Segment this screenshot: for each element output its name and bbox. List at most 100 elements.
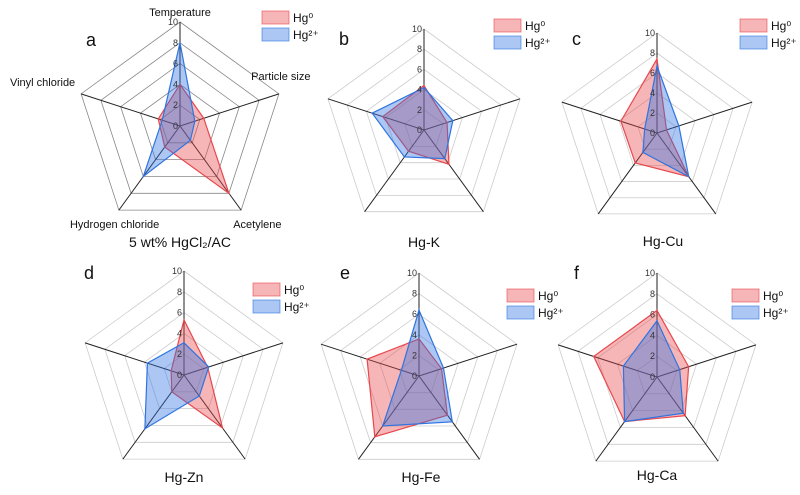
legend-swatch [261, 10, 290, 25]
data-point [448, 163, 450, 166]
grid-ring [636, 355, 678, 395]
data-point [202, 117, 205, 120]
data-point [179, 42, 181, 44]
axis-line [423, 129, 484, 213]
axis-line [656, 376, 719, 462]
grid-ring [100, 42, 260, 194]
data-point [622, 365, 625, 367]
legend-label: Hg²⁺ [763, 306, 789, 320]
data-point [381, 425, 384, 427]
legend-swatch [261, 27, 290, 42]
axis-line [122, 374, 185, 460]
tick-label: 8 [177, 287, 182, 297]
legend-swatch [739, 35, 768, 50]
series-hg2-area [642, 63, 690, 178]
tick-label: 4 [650, 330, 655, 340]
data-point [418, 309, 420, 311]
panel-title: Hg-Ca [637, 467, 678, 483]
axis-line [118, 125, 181, 211]
data-point [678, 125, 680, 127]
data-point [442, 367, 445, 369]
axis-line [597, 132, 658, 215]
series-hg0-area [620, 57, 690, 178]
grid-ring [616, 334, 698, 412]
panel-letter: d [84, 263, 94, 283]
tick-label: 6 [177, 308, 182, 318]
data-point [194, 120, 196, 122]
data-point [170, 370, 172, 372]
series-hg0-area [170, 318, 224, 430]
data-point [183, 319, 185, 321]
data-point [634, 162, 637, 164]
grid-ring [597, 314, 717, 428]
data-point [366, 358, 368, 360]
data-point [592, 355, 595, 358]
panel-letter: c [572, 29, 581, 49]
panel-letter: b [339, 29, 349, 49]
data-point [687, 365, 690, 368]
data-point [374, 436, 376, 438]
radar-panel-e: 0 2 4 6 8 10 Hg-Fe e Hg⁰ Hg²⁺ [320, 263, 564, 485]
legend-label: Hg²⁺ [538, 306, 564, 320]
data-point [418, 338, 420, 340]
grid-ring [359, 313, 479, 427]
axis-line [557, 344, 658, 378]
legend-swatch [739, 18, 768, 33]
tick-label: 2 [650, 108, 655, 118]
tick-label: 10 [172, 266, 182, 276]
data-point [452, 119, 454, 122]
axis-label: Vinyl chloride [10, 77, 75, 89]
tick-label: 10 [168, 17, 178, 27]
tick-label: 4 [412, 330, 417, 340]
axis-line [327, 98, 425, 131]
panel-title: Hg-Fe [402, 469, 441, 485]
axis-line [183, 342, 284, 376]
axis-line [179, 93, 280, 127]
axis-line [84, 342, 185, 376]
tick-label: 4 [177, 328, 182, 338]
grid-ring [163, 353, 205, 393]
data-point [163, 146, 166, 148]
grid-ring [637, 112, 677, 150]
data-point [656, 65, 658, 67]
tick-label: 2 [412, 350, 417, 360]
data-point [642, 151, 644, 154]
axis-line [595, 376, 658, 462]
tick-label: 2 [177, 349, 182, 359]
axis-line [320, 343, 420, 377]
legend-label: Hg⁰ [771, 19, 791, 33]
tick-label: 6 [417, 64, 422, 74]
axis-line [561, 101, 658, 134]
series-hg2-area [371, 86, 454, 160]
tick-label: 6 [412, 309, 417, 319]
radar-panel-b: 0 2 4 6 8 10 Hg-K b Hg⁰ Hg²⁺ [327, 18, 551, 250]
legend-swatch [506, 305, 535, 320]
axis-line [183, 374, 246, 460]
tick-label: 6 [650, 310, 655, 320]
data-point [446, 414, 449, 416]
data-point [161, 119, 163, 122]
axis-label: Acetylene [233, 219, 281, 231]
radar-panel-c: 0 2 4 6 8 10 Hg-Cu c Hg⁰ Hg²⁺ [561, 18, 797, 249]
legend-swatch [252, 299, 281, 314]
series-hg2-area [622, 319, 684, 423]
axis-line [418, 375, 480, 460]
panel-title: 5 wt% HgCl₂/AC [129, 234, 231, 250]
data-point [682, 412, 685, 414]
tick-label: 6 [650, 68, 655, 78]
grid-ring [618, 92, 696, 166]
data-point [189, 139, 192, 142]
tick-label: 0 [177, 370, 182, 380]
legend-label: Hg⁰ [525, 19, 545, 33]
legend-label: Hg⁰ [284, 283, 304, 297]
grid-ring [159, 104, 201, 144]
data-point [221, 427, 224, 429]
legend-swatch [731, 305, 760, 320]
legend-label: Hg⁰ [763, 289, 783, 303]
axis-label: Hydrogen chloride [70, 219, 159, 231]
axis-line [418, 343, 518, 377]
grid-ring [385, 89, 463, 164]
grid-ring [327, 28, 521, 213]
